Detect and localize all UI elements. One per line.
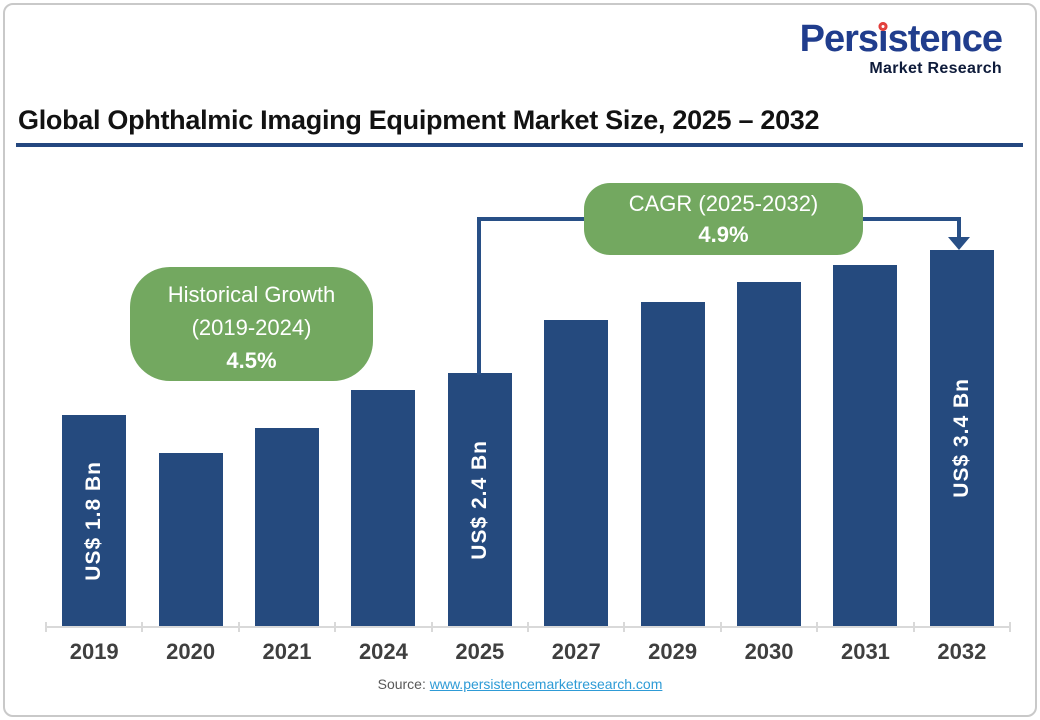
x-label-2029: 2029 [648, 639, 698, 664]
bar-2021 [255, 428, 320, 626]
bar-2027 [544, 320, 609, 626]
x-label-2027: 2027 [551, 639, 601, 664]
bar-chart-plot-area: US$ 1.8 Bn US$ 2.4 Bn US$ 3.4 Bn [46, 200, 1010, 626]
title-underline [16, 143, 1023, 147]
logo-text-pre: Pers [799, 18, 879, 60]
bar-2030 [737, 282, 802, 626]
x-label-2031: 2031 [840, 639, 890, 664]
bar-column-2029 [624, 200, 720, 626]
bar-column-2021 [239, 200, 335, 626]
bar-column-2032: US$ 3.4 Bn [914, 200, 1010, 626]
bar-value-label-2019: US$ 1.8 Bn [82, 460, 106, 581]
x-label-2024: 2024 [358, 639, 408, 664]
bar-2020 [158, 453, 223, 626]
bar-column-2024 [335, 200, 431, 626]
axis-tick [719, 622, 722, 632]
historical-growth-line2: (2019-2024) [191, 315, 312, 340]
bar-column-2019: US$ 1.8 Bn [46, 200, 142, 626]
x-axis-labels: 2019 2020 2021 2024 2025 2027 2029 2030 2031 2032 [46, 639, 1010, 665]
down-arrow-icon [948, 237, 970, 250]
axis-tick [237, 622, 240, 632]
bar-column-2025: US$ 2.4 Bn [432, 200, 528, 626]
axis-tick [141, 622, 144, 632]
page-title: Global Ophthalmic Imaging Equipment Mark… [18, 105, 820, 135]
logo-text-post: stence [887, 18, 1003, 60]
bar-2019: US$ 1.8 Bn [62, 415, 127, 626]
axis-tick [816, 622, 819, 632]
axis-tick [45, 622, 47, 632]
cagr-bracket-line-to-2032-bar [957, 217, 961, 238]
axis-tick [623, 622, 626, 632]
bar-column-2031 [817, 200, 913, 626]
bar-2031 [833, 265, 898, 626]
x-label-2030: 2030 [744, 639, 794, 664]
axis-tick [527, 622, 529, 632]
source-link[interactable]: www.persistencemarketresearch.com [429, 676, 663, 692]
x-label-2025: 2025 [455, 639, 505, 664]
historical-growth-callout: Historical Growth (2019-2024) 4.5% [130, 267, 373, 381]
bar-column-2020 [142, 200, 238, 626]
axis-tick [912, 622, 915, 632]
source-label: Source: [377, 676, 426, 692]
historical-growth-line1: Historical Growth [167, 282, 336, 307]
bar-2024 [351, 390, 416, 626]
x-label-2032: 2032 [937, 639, 987, 664]
bar-column-2030 [721, 200, 817, 626]
x-label-2019: 2019 [69, 639, 119, 664]
cagr-line1: CAGR (2025-2032) [628, 191, 819, 216]
x-axis-line [45, 622, 1011, 632]
bar-value-label-2025: US$ 2.4 Bn [467, 439, 491, 560]
bar-2032: US$ 3.4 Bn [929, 250, 994, 626]
bar-value-label-2032: US$ 3.4 Bn [949, 378, 973, 498]
bar-column-2027 [528, 200, 624, 626]
cagr-bracket-line-from-2025-bar [477, 217, 481, 375]
axis-tick [1009, 622, 1011, 632]
logo-red-dot-i: ı [878, 18, 889, 60]
pmr-logo: Persıstence Market Research [799, 18, 1003, 77]
logo-wordmark: Persıstence [799, 18, 1003, 60]
source-line: Source: www.persistencemarketresearch.co… [0, 676, 1040, 692]
cagr-value: 4.9% [698, 222, 749, 247]
logo-subtitle: Market Research [869, 60, 1002, 77]
cagr-callout: CAGR (2025-2032) 4.9% [584, 183, 863, 255]
bar-2025: US$ 2.4 Bn [447, 373, 512, 626]
axis-tick [334, 622, 337, 632]
historical-growth-value: 4.5% [226, 348, 277, 373]
bar-2029 [640, 302, 705, 626]
x-label-2021: 2021 [262, 639, 312, 664]
axis-tick [430, 622, 433, 632]
x-label-2020: 2020 [166, 639, 216, 664]
